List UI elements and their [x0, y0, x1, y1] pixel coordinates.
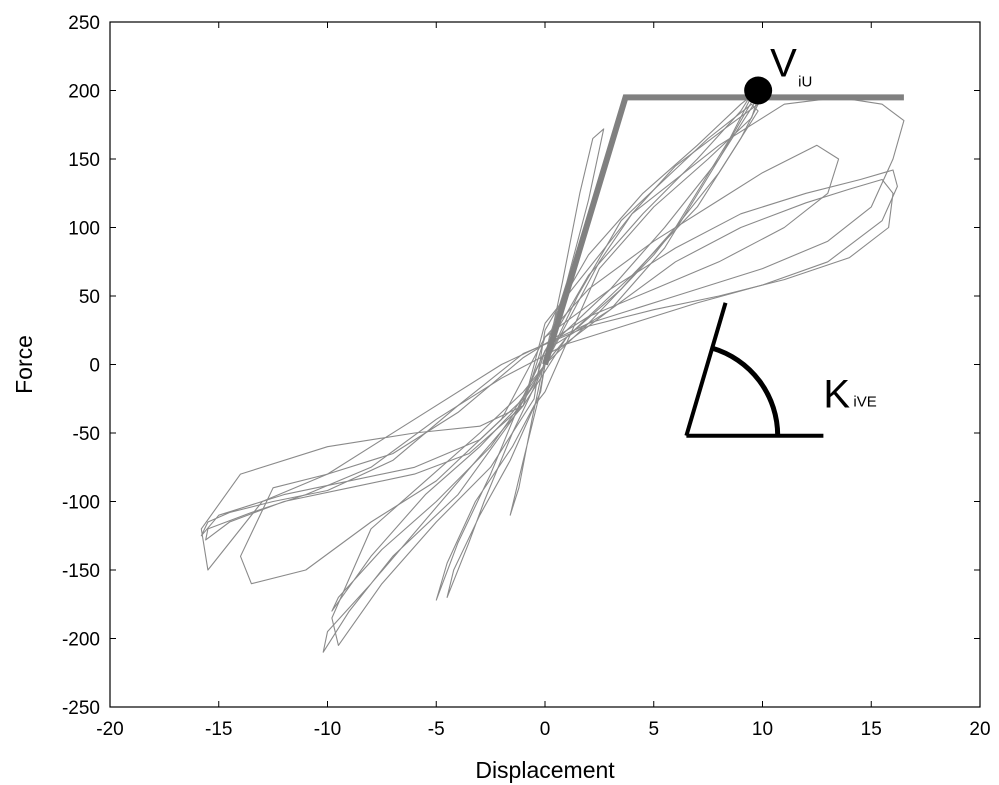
envelope-line	[542, 94, 904, 366]
hysteresis-loop	[331, 83, 759, 612]
y-tick-label: -200	[62, 630, 100, 651]
hysteresis-loop	[322, 103, 759, 653]
y-tick-label: 200	[68, 82, 100, 103]
ultimate-force-subscript: iU	[798, 74, 812, 91]
y-tick-label: 250	[68, 13, 100, 34]
stiffness-angle-arc	[711, 345, 781, 436]
stiffness-subscript: iVE	[853, 394, 876, 411]
hysteresis-loop	[435, 96, 759, 601]
y-tick-label: 150	[68, 150, 100, 171]
envelope-group	[542, 94, 904, 366]
x-tick-label: -20	[96, 719, 123, 740]
stiffness-slope-line	[684, 302, 728, 437]
x-tick-label: 0	[540, 719, 551, 740]
ultimate-point-marker	[744, 76, 773, 105]
hysteresis-loop	[509, 128, 605, 516]
axis-ticks: -20 -15 -10 -5 0 5 10 15 20-250-200-150-100-5005…	[62, 13, 991, 740]
x-tick-label: 15	[861, 719, 882, 740]
y-tick-label: -100	[62, 493, 100, 514]
hysteresis-loop	[205, 169, 898, 541]
y-tick-label: 100	[68, 219, 100, 240]
y-axis-label: Force	[11, 335, 37, 394]
y-tick-label: -150	[62, 561, 100, 582]
x-tick-label: -5	[428, 719, 445, 740]
x-tick-label: 20	[969, 719, 990, 740]
y-tick-label: 0	[89, 356, 100, 377]
hysteresis-loop	[331, 89, 759, 646]
hysteresis-loops	[200, 83, 905, 653]
y-tick-label: -250	[62, 698, 100, 719]
x-tick-label: 10	[752, 719, 773, 740]
hysteresis-loop	[200, 178, 894, 537]
ultimate-force-label: V	[770, 42, 797, 86]
y-tick-label: -50	[73, 424, 100, 445]
stiffness-label: K	[823, 373, 850, 417]
y-tick-label: 50	[79, 287, 100, 308]
x-tick-label: -10	[314, 719, 341, 740]
plot-frame	[109, 21, 981, 708]
x-tick-label: -15	[205, 719, 232, 740]
x-axis-label: Displacement	[475, 757, 615, 783]
x-tick-label: 5	[648, 719, 659, 740]
